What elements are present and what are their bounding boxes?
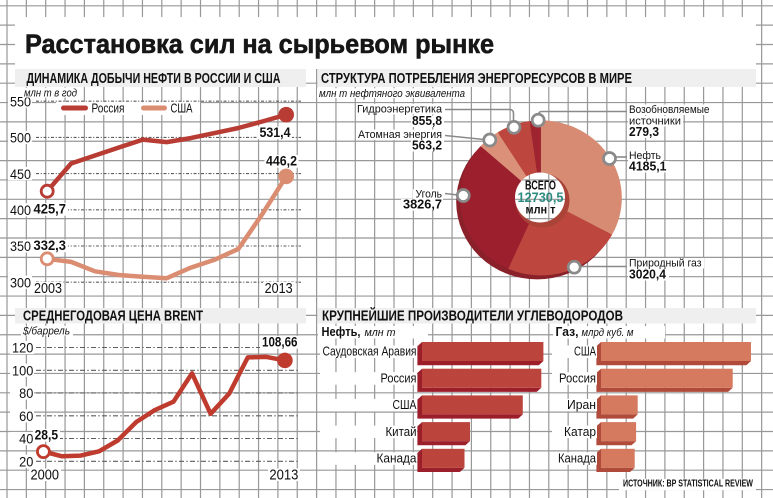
svg-text:40: 40 bbox=[19, 431, 33, 447]
svg-text:США: США bbox=[393, 398, 418, 412]
svg-text:400: 400 bbox=[10, 202, 31, 218]
svg-text:Саудовская Аравия: Саудовская Аравия bbox=[323, 345, 417, 359]
svg-text:млн т нефтяного эквивалента: млн т нефтяного эквивалента bbox=[319, 88, 465, 100]
svg-text:300: 300 bbox=[10, 274, 31, 290]
svg-text:Канада: Канада bbox=[558, 452, 596, 466]
svg-text:ДИНАМИКА ДОБЫЧИ НЕФТИ В РОССИИ: ДИНАМИКА ДОБЫЧИ НЕФТИ В РОССИИ И США bbox=[27, 71, 281, 87]
svg-text:Китай: Китай bbox=[386, 425, 417, 439]
svg-text:500: 500 bbox=[10, 130, 31, 146]
svg-text:млрд куб. м: млрд куб. м bbox=[582, 327, 634, 339]
svg-text:Россия: Россия bbox=[381, 371, 417, 385]
svg-text:563,2: 563,2 bbox=[412, 139, 442, 153]
svg-text:Нефть: Нефть bbox=[629, 150, 661, 162]
svg-text:Уголь: Уголь bbox=[416, 189, 443, 201]
svg-text:80: 80 bbox=[19, 385, 33, 401]
svg-text:3020,4: 3020,4 bbox=[629, 268, 666, 282]
svg-text:Иран: Иран bbox=[567, 398, 596, 412]
svg-text:Расстановка сил на сырьевом ры: Расстановка сил на сырьевом рынке bbox=[25, 29, 494, 59]
svg-text:3826,7: 3826,7 bbox=[403, 198, 442, 212]
svg-text:450: 450 bbox=[10, 166, 31, 182]
svg-text:Россия: Россия bbox=[92, 102, 125, 116]
svg-text:60: 60 bbox=[19, 408, 33, 424]
svg-text:ВСЕГО: ВСЕГО bbox=[525, 179, 556, 193]
svg-text:млн т в год: млн т в год bbox=[24, 88, 77, 100]
svg-text:446,2: 446,2 bbox=[266, 153, 297, 169]
svg-text:4185,1: 4185,1 bbox=[629, 160, 667, 174]
svg-text:Нефть,: Нефть, bbox=[322, 324, 361, 339]
svg-text:100: 100 bbox=[12, 362, 33, 378]
svg-text:120: 120 bbox=[12, 340, 33, 356]
svg-text:Природный газ: Природный газ bbox=[629, 258, 702, 270]
svg-text:20: 20 bbox=[19, 453, 33, 469]
svg-text:Россия: Россия bbox=[559, 371, 596, 385]
svg-text:Канада: Канада bbox=[377, 452, 417, 466]
svg-text:28,5: 28,5 bbox=[35, 427, 59, 443]
svg-text:2003: 2003 bbox=[34, 281, 62, 297]
svg-text:855,8: 855,8 bbox=[412, 114, 442, 128]
svg-text:КРУПНЕЙШИЕ ПРОИЗВОДИТЕЛИ УГЛЕВ: КРУПНЕЙШИЕ ПРОИЗВОДИТЕЛИ УГЛЕВОДОРОДОВ bbox=[322, 307, 623, 325]
svg-text:2000: 2000 bbox=[31, 468, 60, 484]
svg-text:332,3: 332,3 bbox=[34, 237, 67, 253]
svg-text:Гидроэнергетика: Гидроэнергетика bbox=[357, 103, 442, 115]
svg-text:СТРУКТУРА ПОТРЕБЛЕНИЯ ЭНЕРГОРЕ: СТРУКТУРА ПОТРЕБЛЕНИЯ ЭНЕРГОРЕСУРСОВ В М… bbox=[321, 71, 632, 87]
svg-text:источники: источники bbox=[629, 116, 681, 128]
svg-text:США: США bbox=[574, 345, 597, 359]
svg-text:12730,5: 12730,5 bbox=[518, 189, 564, 205]
svg-text:США: США bbox=[171, 102, 194, 116]
svg-text:СРЕДНЕГОДОВАЯ ЦЕНА BRENT: СРЕДНЕГОДОВАЯ ЦЕНА BRENT bbox=[23, 309, 203, 325]
svg-text:108,66: 108,66 bbox=[262, 334, 298, 350]
svg-text:350: 350 bbox=[10, 238, 31, 254]
svg-text:Атомная энергия: Атомная энергия bbox=[358, 129, 442, 141]
svg-text:425,7: 425,7 bbox=[34, 201, 67, 217]
svg-text:млн т: млн т bbox=[526, 203, 556, 217]
svg-text:531,4: 531,4 bbox=[260, 124, 291, 140]
svg-text:Возобновляемые: Возобновляемые bbox=[629, 104, 710, 116]
svg-text:Газ,: Газ, bbox=[556, 324, 579, 339]
svg-text:$/баррель: $/баррель bbox=[22, 326, 70, 338]
svg-text:млн т: млн т bbox=[365, 327, 396, 339]
svg-text:2013: 2013 bbox=[265, 281, 293, 297]
svg-text:2013: 2013 bbox=[269, 468, 298, 484]
svg-text:279,3: 279,3 bbox=[629, 125, 659, 139]
svg-text:Катар: Катар bbox=[564, 425, 596, 439]
svg-text:ИСТОЧНИК: BP STATISTICAL REVIE: ИСТОЧНИК: BP STATISTICAL REVIEW bbox=[623, 478, 753, 490]
